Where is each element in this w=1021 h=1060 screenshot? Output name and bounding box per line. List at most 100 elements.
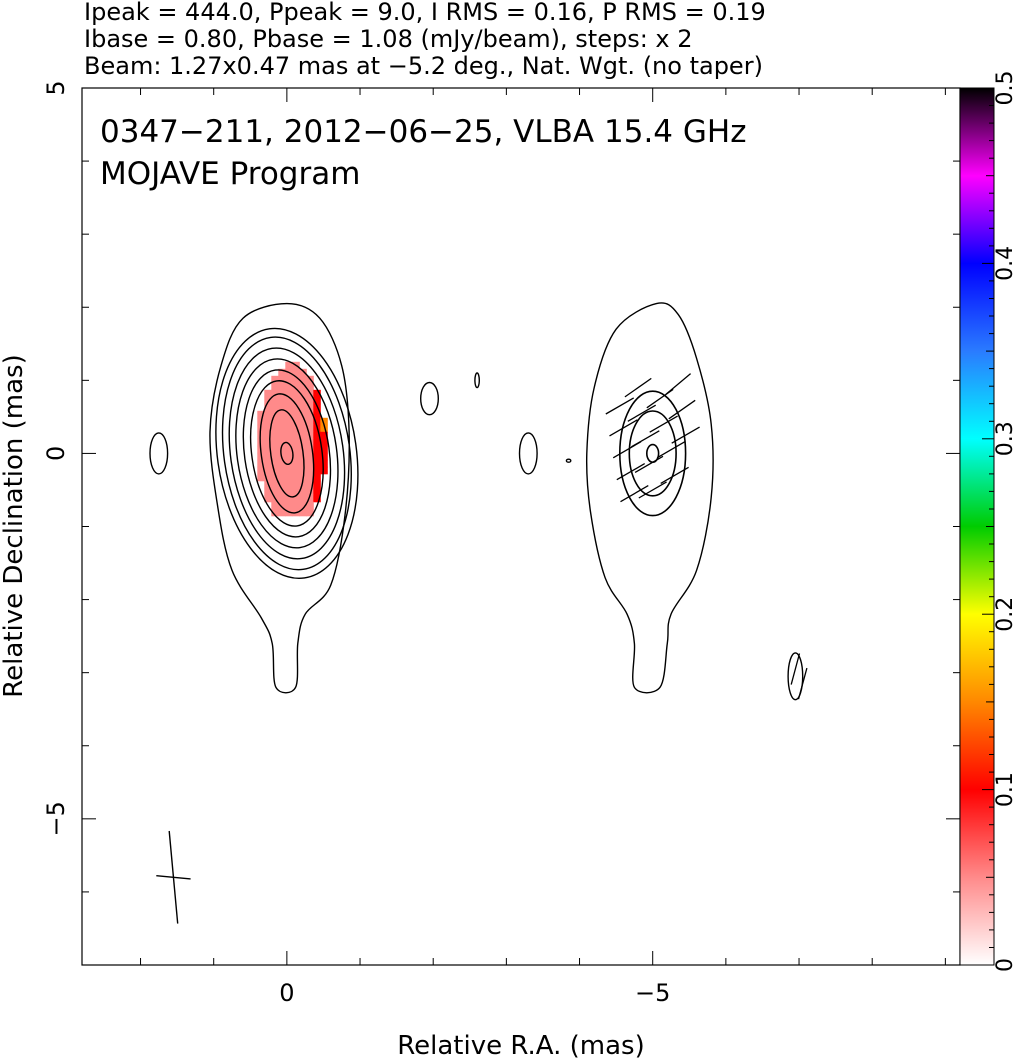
- colorbar-tick-label: 0: [993, 958, 1018, 972]
- polarization-cell: [292, 410, 300, 419]
- polarization-cell: [271, 431, 279, 440]
- polarization-cell: [271, 438, 279, 447]
- polarization-cell: [306, 445, 314, 454]
- polarization-cell: [306, 410, 314, 419]
- evpa-vector-11: [649, 415, 678, 433]
- polarization-cell: [292, 368, 300, 377]
- polarization-cell: [271, 487, 279, 496]
- polarization-cell: [292, 403, 300, 412]
- polarization-cell: [271, 452, 279, 461]
- evpa-vector-0: [605, 397, 635, 415]
- polarization-cell: [257, 431, 265, 440]
- polarization-cell: [299, 368, 307, 377]
- chart-subtitle: MOJAVE Program: [100, 156, 360, 192]
- polarization-cell: [264, 424, 272, 433]
- left-contour-0-3: [249, 380, 324, 527]
- polarization-cell: [292, 473, 300, 482]
- polarization-cell: [271, 375, 279, 384]
- evpa-vector-18: [797, 667, 808, 700]
- polarization-cell: [285, 452, 293, 461]
- polarization-cell: [278, 473, 286, 482]
- polarization-cell: [313, 396, 321, 405]
- polarization-cell: [271, 473, 279, 482]
- evpa-vector-7: [631, 430, 660, 448]
- beam-marker-layer: [156, 830, 191, 924]
- left-contour-0-1: [269, 409, 305, 498]
- polarization-cell: [299, 459, 307, 468]
- left-contour-1-0: [149, 432, 169, 475]
- header-line-1: Ipeak = 444.0, Ppeak = 9.0, I RMS = 0.16…: [84, 0, 766, 26]
- polarization-cell: [320, 445, 328, 454]
- island-contour-1: [565, 458, 572, 463]
- left-contour-3-0: [474, 372, 480, 389]
- polarization-cell: [285, 375, 293, 384]
- polarization-cell: [285, 473, 293, 482]
- polarization-cell: [285, 403, 293, 412]
- polarization-cell: [278, 487, 286, 496]
- polarization-cell: [264, 459, 272, 468]
- polarization-cell: [313, 466, 321, 475]
- right-outer-contour: [585, 302, 714, 694]
- polarization-cell: [264, 389, 272, 398]
- polarization-cell: [292, 445, 300, 454]
- polarization-cell: [278, 438, 286, 447]
- header-line-3: Beam: 1.27x0.47 mas at −5.2 deg., Nat. W…: [84, 52, 763, 80]
- polarization-cell: [313, 431, 321, 440]
- left-contour-0-0: [280, 441, 294, 466]
- colorbar-tick-label: 0.5: [993, 71, 1018, 106]
- polarization-cell: [313, 480, 321, 489]
- polarization-cell: [306, 424, 314, 433]
- polarization-cell: [313, 438, 321, 447]
- polarization-cell: [292, 487, 300, 496]
- left-contour-0-2: [259, 393, 315, 514]
- polarization-cell: [278, 501, 286, 510]
- y-tick-label: −5: [42, 801, 70, 836]
- polarization-cell: [306, 396, 314, 405]
- polarization-cell: [292, 438, 300, 447]
- polarization-cell: [306, 459, 314, 468]
- header-line-2: Ibase = 0.80, Pbase = 1.08 (mJy/beam), s…: [84, 25, 693, 53]
- polarization-cell: [313, 459, 321, 468]
- polarization-cell: [264, 452, 272, 461]
- evpa-vector-3: [616, 463, 646, 481]
- polarization-cell: [285, 424, 293, 433]
- polarization-cell: [278, 375, 286, 384]
- left-contour-0-7: [221, 336, 352, 571]
- polarization-cell: [285, 466, 293, 475]
- evpa-vector-9: [638, 481, 667, 499]
- polarization-cell: [285, 361, 293, 370]
- polarization-cell: [313, 403, 321, 412]
- polarization-cell: [299, 410, 307, 419]
- evpa-vector-16: [671, 426, 700, 444]
- polarization-cell: [278, 382, 286, 391]
- polarization-cell: [306, 508, 314, 517]
- evpa-vector-1: [609, 419, 638, 437]
- colorbar-tick-label: 0.3: [993, 421, 1018, 456]
- polarization-cell: [278, 466, 286, 475]
- polarization-cell: [306, 438, 314, 447]
- polarization-cell: [292, 417, 300, 426]
- polarization-cell: [264, 473, 272, 482]
- left-contour-2-0: [420, 381, 440, 416]
- polarization-cell: [306, 452, 314, 461]
- y-tick-label: 0: [42, 446, 70, 461]
- polarization-cell: [292, 396, 300, 405]
- polarization-cell: [299, 396, 307, 405]
- polarization-cell: [306, 466, 314, 475]
- polarization-cell: [313, 445, 321, 454]
- colorbar-tick-label: 0.2: [993, 597, 1018, 632]
- polarization-cell: [299, 382, 307, 391]
- polarization-cell: [271, 466, 279, 475]
- evpa-vector-13: [660, 466, 689, 484]
- polarization-cell: [313, 452, 321, 461]
- polarization-cell: [306, 501, 314, 510]
- polarization-cell: [271, 389, 279, 398]
- polarization-cell: [292, 389, 300, 398]
- polarization-cell: [271, 424, 279, 433]
- polarization-cell: [320, 466, 328, 475]
- polarization-cell: [278, 417, 286, 426]
- polarization-cell: [264, 445, 272, 454]
- polarization-cell: [320, 459, 328, 468]
- evpa-vector-17: [790, 653, 801, 685]
